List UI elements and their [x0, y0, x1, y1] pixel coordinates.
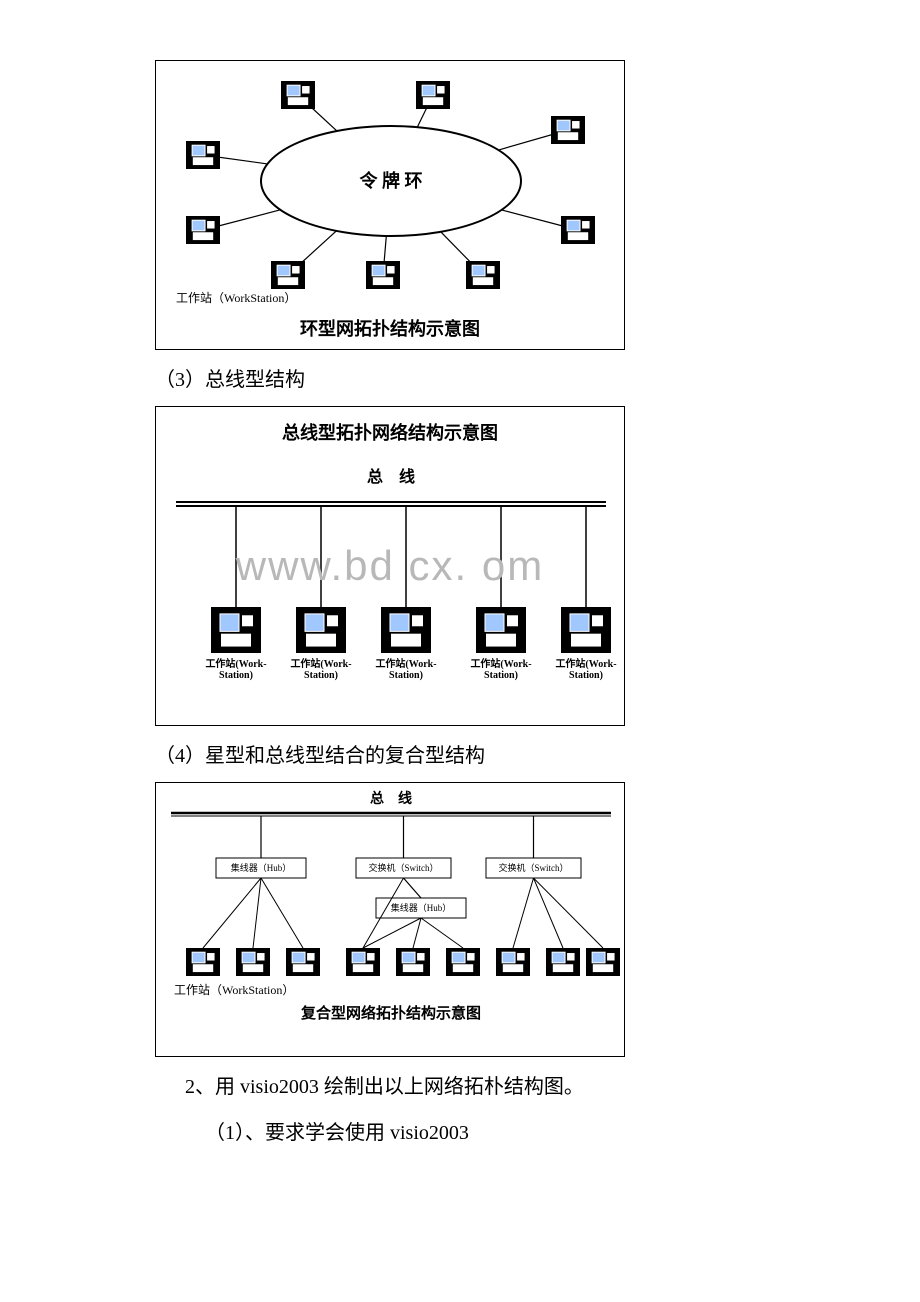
ring-diagram: 令 牌 环 工作站（WorkStation） 环型网拓扑结构示意图 — [155, 60, 625, 350]
svg-text:Station): Station) — [304, 670, 338, 681]
svg-text:Station): Station) — [219, 670, 253, 681]
svg-text:复合型网络拓扑结构示意图: 复合型网络拓扑结构示意图 — [300, 1004, 481, 1022]
svg-text:Station): Station) — [569, 670, 603, 681]
paragraph-2: 2、用 visio2003 绘制出以上网络拓朴结构图。 — [155, 1067, 765, 1107]
ring-footer-label: 工作站（WorkStation） — [176, 289, 296, 306]
section-3-heading: （3）总线型结构 — [155, 360, 765, 400]
svg-text:集线器（Hub）: 集线器（Hub） — [391, 902, 452, 913]
svg-text:Station): Station) — [484, 670, 518, 681]
ring-caption: 环型网拓扑结构示意图 — [156, 315, 624, 341]
svg-text:工作站(Work-: 工作站(Work- — [555, 657, 616, 670]
svg-text:交换机（Switch）: 交换机（Switch） — [498, 862, 568, 873]
svg-text:工作站(Work-: 工作站(Work- — [290, 657, 351, 670]
paragraph-2-1: （1）、要求学会使用 visio2003 — [155, 1113, 765, 1153]
svg-text:Station): Station) — [389, 670, 423, 681]
composite-diagram: 总 线集线器（Hub） 交换机（Switch） 交换机（Switch） 集线器（Hub… — [155, 782, 625, 1057]
bus-svg: 总 线工作站(Work-Station)工作站(Work-Station)工作站… — [156, 407, 626, 727]
svg-text:集线器（Hub）: 集线器（Hub） — [231, 862, 292, 873]
svg-text:工作站(Work-: 工作站(Work- — [375, 657, 436, 670]
bus-diagram: 总线型拓扑网络结构示意图 总 线工作站(Work-Station)工作站(Wor… — [155, 406, 625, 726]
svg-text:交换机（Switch）: 交换机（Switch） — [368, 862, 438, 873]
section-4-heading: （4）星型和总线型结合的复合型结构 — [155, 736, 765, 776]
svg-text:工作站(Work-: 工作站(Work- — [470, 657, 531, 670]
svg-text:总 线: 总 线 — [367, 467, 415, 486]
svg-text:工作站（WorkStation）: 工作站（WorkStation） — [174, 983, 294, 997]
composite-svg: 总 线集线器（Hub） 交换机（Switch） 交换机（Switch） 集线器（Hub… — [156, 783, 626, 1058]
svg-text:总 线: 总 线 — [370, 790, 412, 807]
ring-svg: 令 牌 环 — [156, 61, 626, 351]
svg-text:工作站(Work-: 工作站(Work- — [205, 657, 266, 670]
svg-text:令 牌 环: 令 牌 环 — [359, 170, 423, 191]
